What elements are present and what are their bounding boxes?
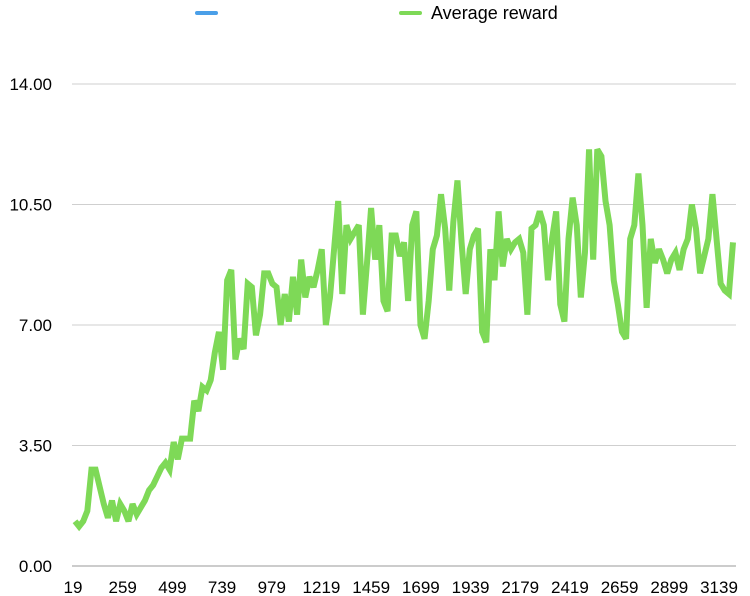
x-tick-label: 1219 [303,578,341,596]
y-tick-label: 10.50 [9,196,52,215]
y-axis-ticks: 0.00 3.50 7.00 10.50 14.00 [9,75,52,576]
x-tick-label: 1459 [352,578,390,596]
x-tick-label: 1939 [452,578,490,596]
x-tick-label: 2419 [551,578,589,596]
x-tick-label: 2179 [501,578,539,596]
legend-label-average-reward: Average reward [431,3,558,23]
x-tick-label: 979 [258,578,286,596]
series-line-average-reward [72,147,736,532]
x-axis-ticks: 19 259 499 739 979 1219 1459 1699 1939 2179 2419 26… [64,578,738,596]
x-tick-label: 3139 [700,578,738,596]
x-tick-label: 2899 [650,578,688,596]
gridlines [72,83,736,567]
legend: Average reward [195,3,558,23]
x-tick-label: 739 [208,578,236,596]
x-tick-label: 1699 [402,578,440,596]
y-tick-label: 0.00 [19,557,52,576]
x-tick-label: 19 [64,578,83,596]
series-layer [72,147,736,532]
y-tick-label: 7.00 [19,316,52,335]
x-tick-label: 499 [158,578,186,596]
y-tick-label: 14.00 [9,75,52,94]
x-tick-label: 2659 [601,578,639,596]
y-tick-label: 3.50 [19,437,52,456]
x-tick-label: 259 [109,578,137,596]
